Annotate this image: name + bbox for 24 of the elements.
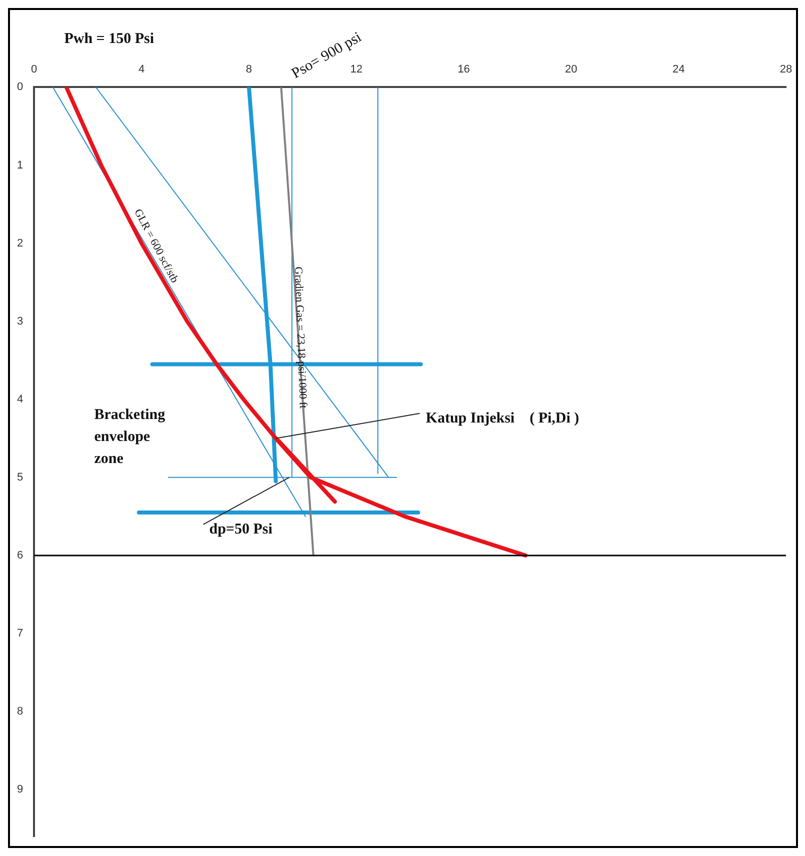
y-tick-label: 1: [16, 159, 24, 172]
annotation: Katup Injeksi ( Pi,Di ): [426, 410, 580, 426]
x-tick-label: 12: [350, 64, 362, 76]
x-tick-label: 8: [246, 64, 252, 76]
x-tick-label: 24: [672, 64, 685, 76]
x-tick-label: 28: [780, 64, 792, 76]
annotation: dp=50 Psi: [209, 521, 272, 538]
x-tick-label: 0: [31, 64, 38, 76]
annotation: GLR = 600 scf/stb: [132, 207, 181, 286]
y-tick-label: 8: [16, 706, 24, 718]
y-tick-label: 3: [16, 315, 24, 328]
y-tick-label: 0: [16, 81, 24, 94]
y-tick-label: 6: [16, 549, 24, 562]
y-tick-label: 2: [16, 237, 24, 250]
y-tick-label: 4: [16, 393, 24, 406]
x-tick-label: 16: [458, 64, 470, 76]
x-tick-label: 20: [565, 64, 578, 76]
y-tick-label: 5: [16, 471, 24, 484]
annotation: Bracketing envelope zone: [94, 406, 166, 467]
x-tick-label: 4: [138, 64, 145, 76]
y-tick-label: 7: [16, 628, 24, 640]
annotation: Gradien Gas = 23,18 psi/1000 ft: [292, 266, 309, 409]
text: Pwh = 150 Psi: [64, 31, 154, 48]
y-tick-label: 9: [16, 784, 24, 796]
